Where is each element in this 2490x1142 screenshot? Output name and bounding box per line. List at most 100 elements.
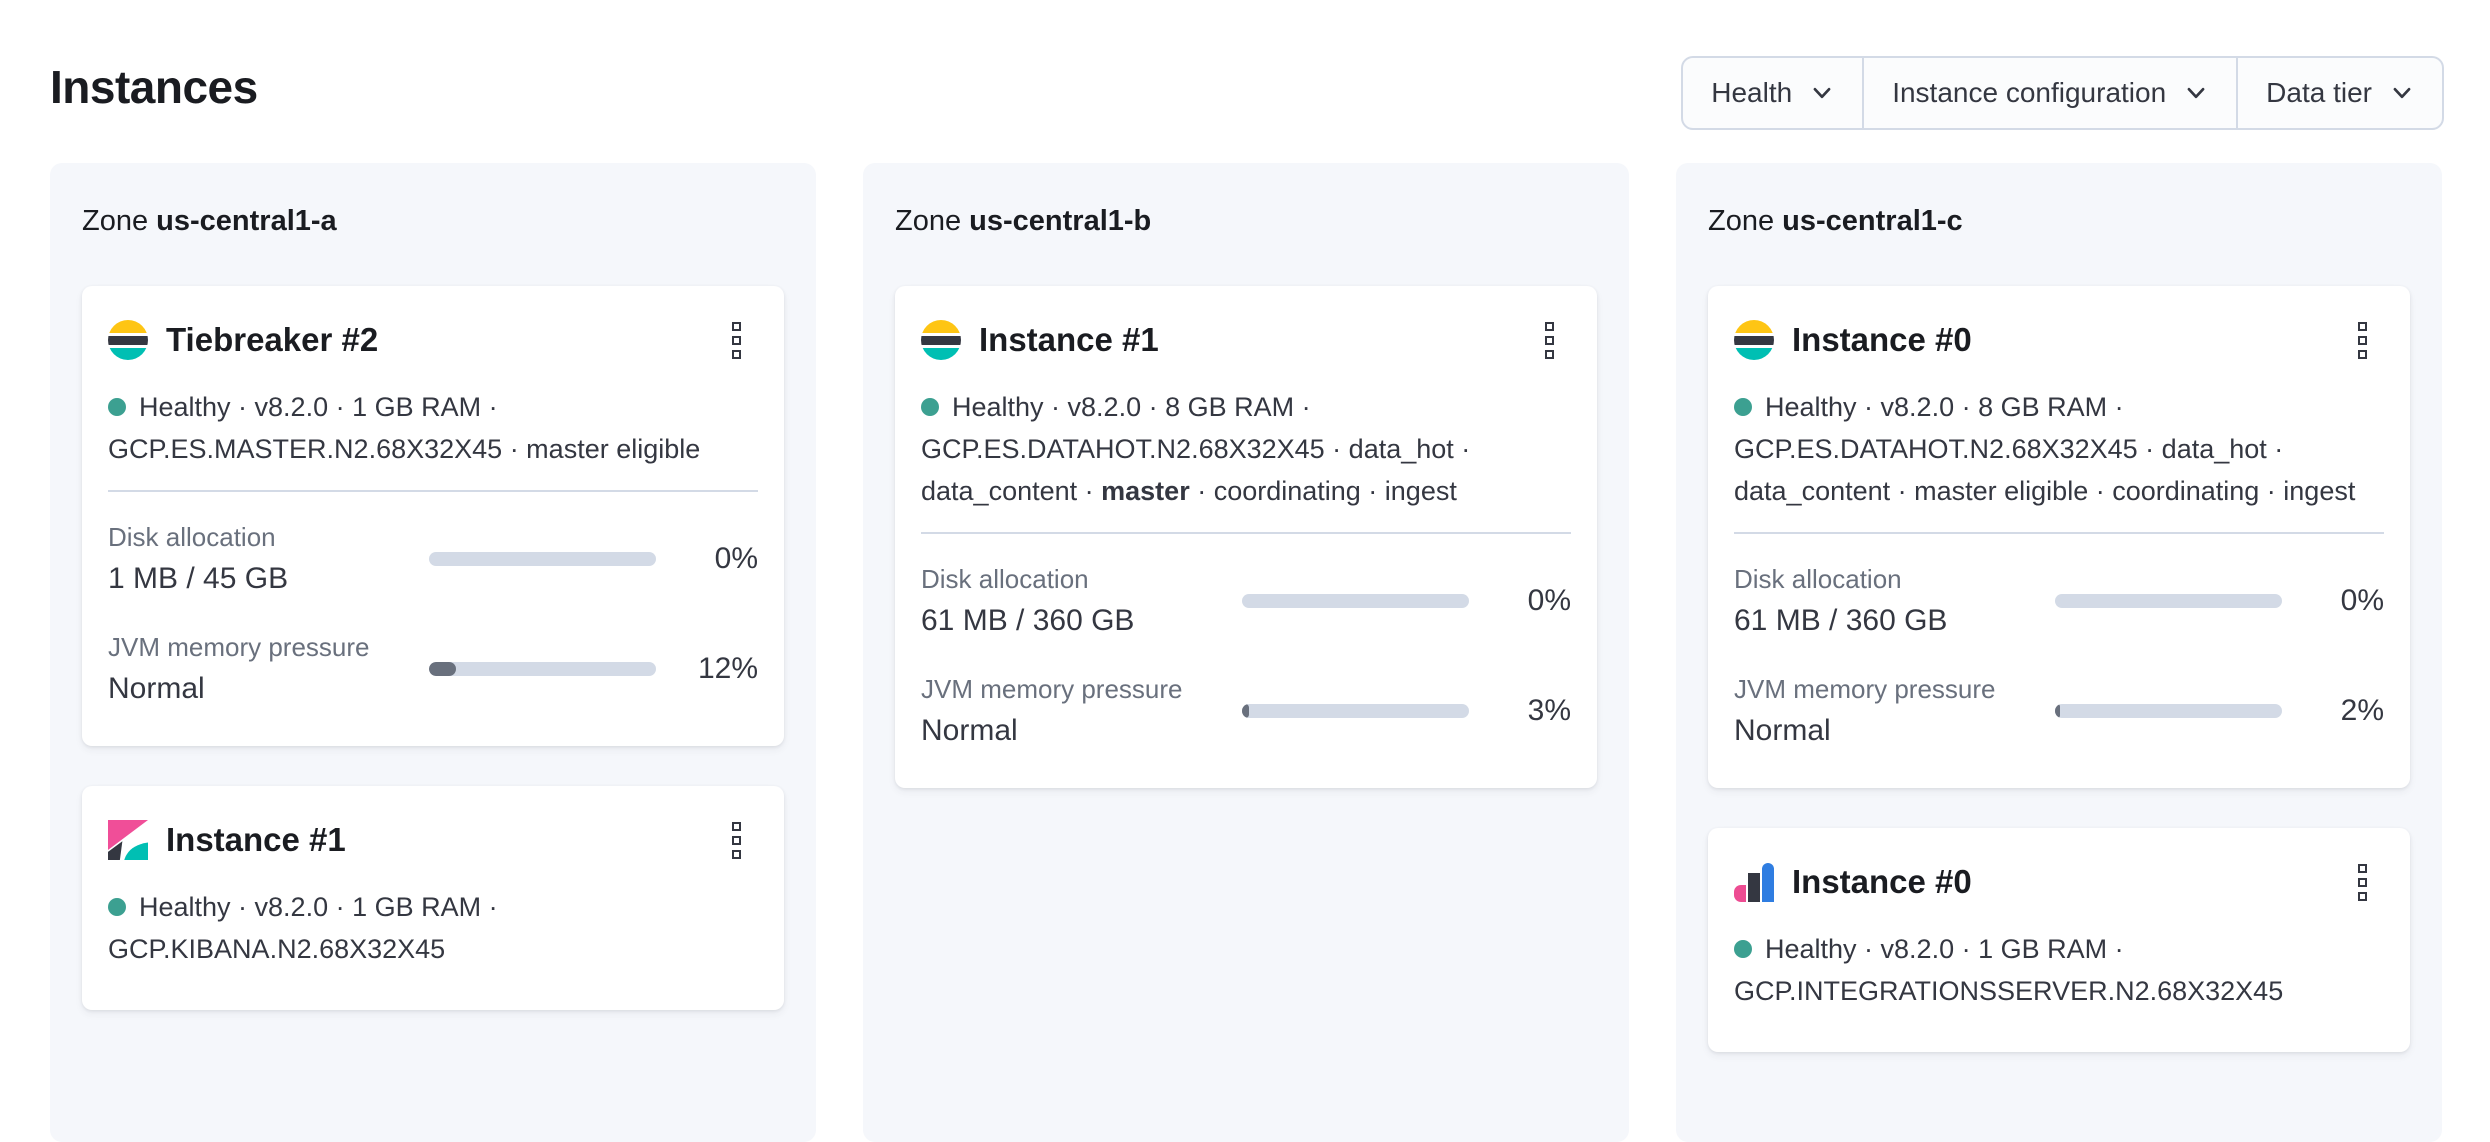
filter-data-tier-button[interactable]: Data tier [2236,58,2442,128]
instance-card-es-0: Instance #0 Healthy · v8.2.0 · 8 GB RAM … [1708,286,2410,788]
instance-status: Healthy · v8.2.0 · 8 GB RAM · GCP.ES.DAT… [1734,386,2384,512]
jvm-pressure-label: JVM memory pressure [921,674,1183,704]
page-title: Instances [50,61,258,113]
card-divider [921,532,1571,534]
jvm-pressure-label: JVM memory pressure [108,632,370,662]
jvm-pressure-percent: 3% [1527,694,1571,727]
zone-label-prefix: Zone [82,205,149,237]
instance-status: Healthy · v8.2.0 · 1 GB RAM · GCP.KIBANA… [108,886,758,970]
instance-title: Instance #1 [166,821,346,858]
jvm-pressure-value: Normal [921,714,1018,747]
instance-title: Instance #0 [1792,321,1972,358]
jvm-pressure-percent: 2% [2340,694,2384,727]
instance-title: Tiebreaker #2 [166,321,379,358]
card-divider [1734,532,2384,534]
zones-row: Zone us-central1-a Tiebreaker #2 Healthy… [50,163,2442,1142]
disk-allocation-label: Disk allocation [1734,564,1902,594]
status-role-master: master [1101,476,1190,506]
disk-allocation-metric: Disk allocation 61 MB / 360 GB 0% [1734,564,2384,638]
disk-allocation-meter [1242,594,1469,608]
instance-card-integrations-0: Instance #0 Healthy · v8.2.0 · 1 GB RAM … [1708,828,2410,1052]
jvm-pressure-label: JVM memory pressure [1734,674,1996,704]
instance-actions-menu-button[interactable] [2340,316,2384,364]
disk-allocation-label: Disk allocation [108,522,276,552]
status-text: GCP.INTEGRATIONSSERVER.N2.68X32X45 [1734,976,2284,1006]
zone-panel-us-central1-a: Zone us-central1-a Tiebreaker #2 Healthy… [50,163,816,1142]
zone-name: us-central1-c [1782,205,1963,237]
zone-label-prefix: Zone [1708,205,1775,237]
status-text: data_content · master eligible · coordin… [1734,476,2356,506]
instance-card-tiebreaker-2: Tiebreaker #2 Healthy · v8.2.0 · 1 GB RA… [82,286,784,746]
health-status-dot [1734,398,1752,416]
disk-allocation-percent: 0% [1527,584,1571,617]
instance-status: Healthy · v8.2.0 · 1 GB RAM · GCP.ES.MAS… [108,386,758,470]
zone-name: us-central1-a [156,205,337,237]
instance-status: Healthy · v8.2.0 · 8 GB RAM · GCP.ES.DAT… [921,386,1571,512]
kibana-logo-icon [108,820,148,860]
zone-name: us-central1-b [969,205,1152,237]
instance-card-kibana-1: Instance #1 Healthy · v8.2.0 · 1 GB RAM … [82,786,784,1010]
chevron-down-icon [2187,87,2205,99]
jvm-pressure-meter [1242,704,1469,718]
page-header: Instances Health Instance configuration … [0,0,2490,163]
health-status-dot [108,898,126,916]
disk-allocation-percent: 0% [2340,584,2384,617]
chevron-down-icon [1813,87,1831,99]
zone-label: Zone us-central1-a [82,205,784,238]
jvm-pressure-percent: 12% [697,652,758,685]
disk-allocation-value: 61 MB / 360 GB [1734,604,1948,637]
instance-actions-menu-button[interactable] [714,816,758,864]
elasticsearch-logo-icon [921,320,961,360]
disk-allocation-value: 61 MB / 360 GB [921,604,1135,637]
status-text: data_content · master · coordinating · i… [921,470,1571,512]
status-text: Healthy · v8.2.0 · 1 GB RAM · [1765,934,2124,964]
chevron-down-icon [2393,87,2411,99]
disk-allocation-value: 1 MB / 45 GB [108,562,289,595]
status-text: Healthy · v8.2.0 · 8 GB RAM · [1765,392,2124,422]
health-status-dot [1734,940,1752,958]
status-text: GCP.ES.MASTER.N2.68X32X45 · master eligi… [108,434,701,464]
filter-health-button[interactable]: Health [1683,58,1862,128]
filter-instance-configuration-button[interactable]: Instance configuration [1862,58,2236,128]
zone-label: Zone us-central1-c [1708,205,2410,238]
status-text: Healthy · v8.2.0 · 1 GB RAM · [139,392,498,422]
jvm-pressure-meter [2055,704,2282,718]
jvm-memory-pressure-metric: JVM memory pressure Normal 12% [108,632,758,706]
instance-actions-menu-button[interactable] [2340,858,2384,906]
jvm-memory-pressure-metric: JVM memory pressure Normal 3% [921,674,1571,748]
instance-status: Healthy · v8.2.0 · 1 GB RAM · GCP.INTEGR… [1734,928,2384,1012]
instance-title: Instance #0 [1792,863,1972,900]
status-text: Healthy · v8.2.0 · 8 GB RAM · [952,392,1311,422]
filter-health-label: Health [1711,77,1793,108]
disk-allocation-meter [429,552,656,566]
jvm-pressure-meter [429,662,656,676]
zone-panel-us-central1-c: Zone us-central1-c Instance #0 Healthy ·… [1676,163,2442,1142]
integrations-server-logo-icon [1734,862,1774,902]
filter-instance-configuration-label: Instance configuration [1892,77,2167,108]
disk-allocation-metric: Disk allocation 61 MB / 360 GB 0% [921,564,1571,638]
instance-card-es-1: Instance #1 Healthy · v8.2.0 · 8 GB RAM … [895,286,1597,788]
status-text: data_content · [921,476,1102,506]
elasticsearch-logo-icon [108,320,148,360]
filter-group: Health Instance configuration Data tier [1681,56,2444,130]
disk-allocation-label: Disk allocation [921,564,1089,594]
status-text: GCP.KIBANA.N2.68X32X45 [108,934,446,964]
status-text: · coordinating · ingest [1189,476,1457,506]
jvm-memory-pressure-metric: JVM memory pressure Normal 2% [1734,674,2384,748]
instance-actions-menu-button[interactable] [1527,316,1571,364]
zone-label-prefix: Zone [895,205,962,237]
card-divider [108,490,758,492]
disk-allocation-meter [2055,594,2282,608]
instance-actions-menu-button[interactable] [714,316,758,364]
health-status-dot [108,398,126,416]
elasticsearch-logo-icon [1734,320,1774,360]
jvm-pressure-value: Normal [1734,714,1831,747]
status-text: GCP.ES.DATAHOT.N2.68X32X45 · data_hot · [921,434,1471,464]
instance-title: Instance #1 [979,321,1159,358]
disk-allocation-metric: Disk allocation 1 MB / 45 GB 0% [108,522,758,596]
filter-data-tier-label: Data tier [2266,77,2372,108]
jvm-pressure-value: Normal [108,672,205,705]
status-text: GCP.ES.DATAHOT.N2.68X32X45 · data_hot · [1734,434,2284,464]
disk-allocation-percent: 0% [714,542,758,575]
health-status-dot [921,398,939,416]
